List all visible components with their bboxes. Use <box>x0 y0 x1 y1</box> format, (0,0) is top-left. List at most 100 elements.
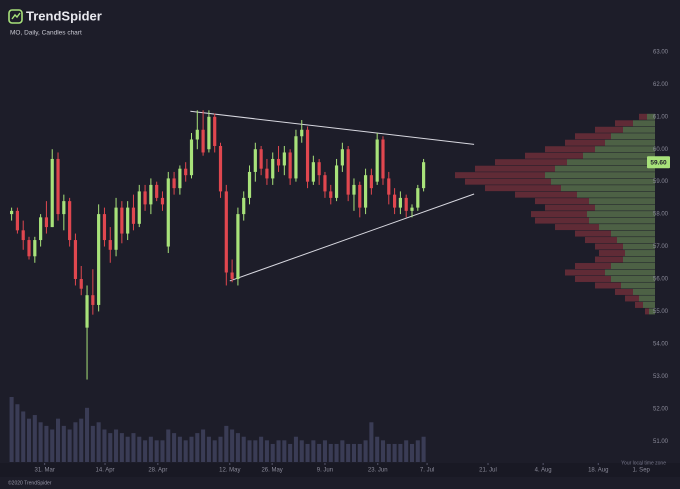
volume-bar <box>230 429 235 462</box>
candle-body <box>62 201 66 215</box>
profile-sell <box>485 185 561 192</box>
volume-bar <box>253 440 258 462</box>
profile-buy <box>623 256 655 263</box>
plot: 51.00 52.00 53.00 54.00 55.00 56.00 57.00 58.00… <box>10 49 670 474</box>
candle-body <box>108 240 112 250</box>
candle-body <box>276 158 281 166</box>
profile-buy <box>649 308 655 315</box>
candle-body <box>73 240 78 279</box>
candle-body <box>33 240 37 257</box>
volume-bar <box>293 436 298 462</box>
volume-bar <box>90 425 95 462</box>
x-tick-label: 23. Jun <box>368 468 388 474</box>
candle-body <box>56 158 60 215</box>
y-tick-label: 63.00 <box>653 49 669 55</box>
candle-body <box>44 217 49 228</box>
candle-body <box>189 139 194 176</box>
x-tick-label: 26. May <box>261 468 282 474</box>
profile-sell <box>455 172 545 179</box>
profile-buy <box>605 269 655 276</box>
volume-bar <box>305 443 310 462</box>
candle-body <box>387 178 391 195</box>
candle-body <box>288 152 292 179</box>
candle-body <box>166 178 170 247</box>
logo-icon <box>8 9 23 24</box>
candle-body <box>91 295 95 305</box>
profile-buy <box>555 165 655 172</box>
candle-body <box>178 168 182 189</box>
chart-title: MO, Daily, Candles chart <box>10 30 82 37</box>
volume-bar <box>357 443 362 462</box>
candle-body <box>97 214 101 305</box>
volume-bar <box>369 422 374 462</box>
footer: ©2020 TrendSpider <box>8 479 52 486</box>
candle-body <box>410 207 414 211</box>
volume-bar <box>131 433 136 462</box>
candle-body <box>39 217 43 241</box>
candle-body <box>79 278 83 289</box>
y-tick-label: 52.00 <box>653 406 669 412</box>
volume-bar <box>322 440 327 462</box>
logo-icon-line <box>11 12 21 20</box>
candle-body <box>416 188 420 208</box>
candle-body <box>218 145 223 192</box>
candle-body <box>311 162 315 182</box>
candle-body <box>294 136 298 179</box>
profile-sell <box>565 139 605 146</box>
profile-buy <box>633 288 655 295</box>
profile-buy <box>605 139 655 146</box>
profile-buy <box>611 230 655 237</box>
candle-body <box>422 162 426 189</box>
profile-buy <box>621 282 655 289</box>
volume-bar <box>363 440 368 462</box>
volume-bar <box>328 443 333 462</box>
volume-bar <box>189 436 194 462</box>
time-zone-note: Your local time zone <box>621 460 666 466</box>
candle-body <box>346 149 350 195</box>
candle-body <box>253 149 257 172</box>
profile-sell <box>625 295 639 302</box>
profile-buy <box>643 301 655 308</box>
profile-sell <box>575 276 611 282</box>
volume-bar <box>421 436 426 462</box>
volume-bar <box>160 440 165 462</box>
candle-body <box>213 116 217 146</box>
candle-body <box>334 165 339 198</box>
volume-bar <box>15 404 20 462</box>
volume-bar <box>32 415 37 462</box>
profile-buy <box>623 243 655 250</box>
volume-bar <box>334 443 339 462</box>
candle-body <box>21 230 25 241</box>
profile-buy <box>617 237 655 244</box>
volume-bar <box>247 440 252 462</box>
y-tick-label: 53.00 <box>653 374 669 380</box>
candle-body <box>375 139 379 182</box>
volume-bar <box>340 440 345 462</box>
profile-buy <box>589 198 655 205</box>
last-price-label: 59.60 <box>650 159 667 166</box>
profile-sell <box>465 178 551 185</box>
profile-buy <box>611 276 655 282</box>
candle-body <box>363 175 368 208</box>
volume-bar <box>183 440 188 462</box>
candle-body <box>271 158 275 179</box>
volume-bar <box>201 429 206 462</box>
candle-body <box>352 184 356 195</box>
trendline <box>229 193 475 282</box>
volume-bar <box>235 433 240 462</box>
candle-body <box>230 272 234 279</box>
volume-bar <box>143 440 148 462</box>
volume-bar <box>96 422 101 462</box>
volume-bar <box>9 397 14 462</box>
candle-body <box>172 178 176 189</box>
x-tick-label: 31. Mar <box>35 468 55 474</box>
profile-buy <box>611 263 655 269</box>
candle-body <box>282 152 286 166</box>
volume-bar <box>212 440 217 462</box>
volume-bar <box>125 436 130 462</box>
candle-body <box>340 149 344 166</box>
volume-bar <box>380 440 386 462</box>
profile-buy <box>633 120 655 127</box>
profile-sell <box>475 165 555 172</box>
profile-buy <box>589 217 655 224</box>
